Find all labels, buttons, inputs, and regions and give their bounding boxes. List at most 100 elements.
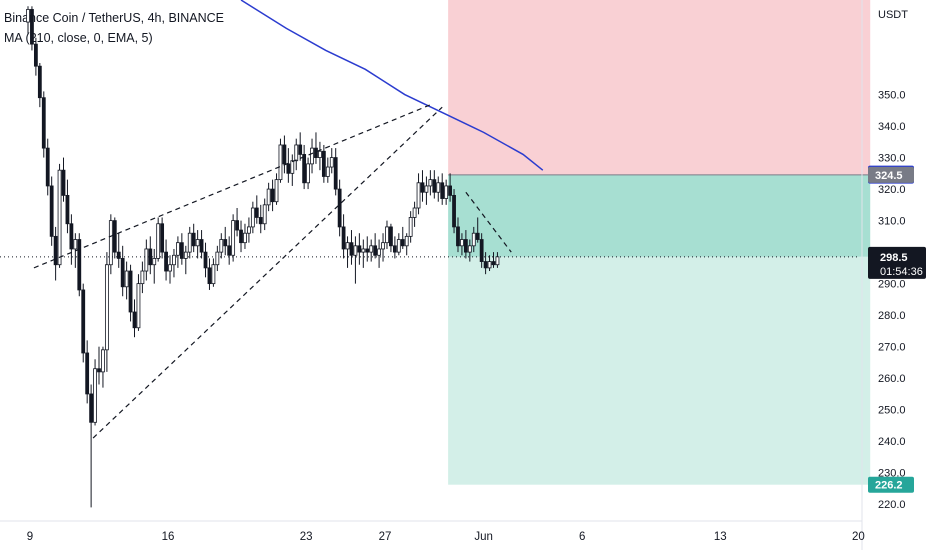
price-tick-label: 310.0 xyxy=(878,216,906,228)
candle-body xyxy=(65,194,70,225)
candle-body xyxy=(404,235,409,247)
candle-body xyxy=(77,239,82,291)
candle-body xyxy=(168,264,172,272)
candle-body xyxy=(314,147,318,158)
candle-body xyxy=(30,9,34,45)
last-price-tag: 298.5 xyxy=(880,252,908,264)
time-tick-label: 23 xyxy=(300,531,313,543)
candle-body xyxy=(156,223,161,259)
candle-body xyxy=(357,245,362,253)
time-tick-label: 20 xyxy=(852,531,865,543)
candle-body xyxy=(392,245,397,253)
candle-body xyxy=(254,207,259,218)
candle-body xyxy=(33,43,38,67)
candle-body xyxy=(298,144,303,155)
price-tick-label: 340.0 xyxy=(878,121,906,133)
candle-body xyxy=(424,185,429,193)
candle-body xyxy=(444,185,449,199)
candle-body xyxy=(432,179,437,193)
axis-unit-label: USDT xyxy=(878,9,908,21)
price-tick-label: 350.0 xyxy=(878,90,906,102)
candle-body xyxy=(448,185,452,196)
candle-body xyxy=(408,217,413,237)
candle-body xyxy=(266,188,271,206)
candle-body xyxy=(467,245,472,253)
indicator-label[interactable]: MA (210, close, 0, EMA, 5) xyxy=(4,31,153,45)
price-tick-label: 320.0 xyxy=(878,184,906,196)
price-tick-label: 270.0 xyxy=(878,342,906,354)
candle-body xyxy=(428,179,433,187)
candle-body xyxy=(49,185,54,237)
candle-body xyxy=(45,147,50,187)
candle-body xyxy=(471,232,476,247)
candle-body xyxy=(487,261,492,269)
candle-body xyxy=(270,188,275,203)
price-tick-label: 250.0 xyxy=(878,405,906,417)
candle-body xyxy=(26,9,30,23)
candle-body xyxy=(373,245,378,256)
profit-zone xyxy=(448,256,871,485)
candle-body xyxy=(37,65,42,99)
candle-body xyxy=(274,179,279,203)
candle-body xyxy=(187,232,192,253)
candle-body xyxy=(215,251,220,266)
candle-body xyxy=(491,261,496,266)
candle-body xyxy=(325,166,330,177)
candle-body xyxy=(179,242,184,259)
price-tick-label: 260.0 xyxy=(878,373,906,385)
candle-body xyxy=(337,188,342,228)
ma-line xyxy=(240,0,544,171)
candle-body xyxy=(262,204,267,225)
time-tick-label: 9 xyxy=(27,531,33,543)
candle-body xyxy=(310,147,314,165)
candle-body xyxy=(282,144,287,165)
candle-body xyxy=(101,349,105,373)
candle-body xyxy=(353,245,358,256)
candle-body xyxy=(61,169,66,196)
trendline-2 xyxy=(92,106,443,439)
candle-body xyxy=(132,311,137,329)
entry-price-tag: 324.5 xyxy=(875,170,903,182)
candle-body xyxy=(160,223,165,253)
position-zones xyxy=(448,0,871,485)
candle-body xyxy=(420,182,425,193)
candle-body xyxy=(436,182,441,193)
candle-body xyxy=(290,160,295,174)
candle-body xyxy=(207,267,212,285)
candle-body xyxy=(329,157,334,168)
price-tick-label: 290.0 xyxy=(878,279,906,291)
candle-body xyxy=(483,261,488,269)
candle-body xyxy=(93,368,97,423)
candle-body xyxy=(349,242,354,256)
candle-body xyxy=(341,226,346,250)
candle-body xyxy=(294,144,299,162)
time-axis[interactable]: 9 16 23 27 Jun 6 13 20 xyxy=(0,520,865,543)
candle-body xyxy=(278,144,283,181)
target-price-tag: 226.2 xyxy=(875,480,903,492)
price-axis[interactable]: USDT220.0230.0240.0250.0260.0270.0280.02… xyxy=(861,0,926,550)
profit-zone-filled xyxy=(448,174,871,257)
candle-body xyxy=(235,220,239,231)
target-price-tag-bg xyxy=(868,476,914,493)
countdown-timer: 01:54:36 xyxy=(880,266,923,278)
candle-body xyxy=(302,154,307,184)
candle-body xyxy=(112,220,117,253)
candle-body xyxy=(463,239,468,253)
entry-price-tag-bg xyxy=(868,166,914,183)
candle-body xyxy=(456,226,460,247)
candle-body xyxy=(164,251,168,272)
candle-body xyxy=(211,264,216,285)
candle-body xyxy=(223,239,228,247)
candle-body xyxy=(389,226,393,247)
candle-body xyxy=(176,242,180,256)
ma-layer xyxy=(240,0,544,171)
candle-body xyxy=(227,245,232,256)
candle-body xyxy=(452,194,456,228)
symbol-title[interactable]: Binance Coin / TetherUS, 4h, BINANCE xyxy=(4,11,225,25)
candle-body xyxy=(475,232,480,240)
price-tick-label: 240.0 xyxy=(878,436,906,448)
last-price-tag-bg xyxy=(868,246,926,279)
price-tick-label: 220.0 xyxy=(878,499,906,511)
candle-body xyxy=(97,368,101,373)
